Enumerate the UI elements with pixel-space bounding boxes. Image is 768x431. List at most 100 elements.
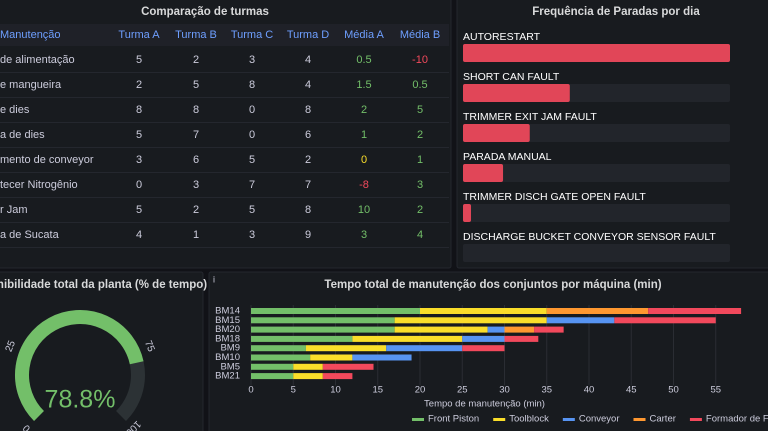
x-tick-label: 35 <box>541 385 552 396</box>
x-tick-label: 15 <box>372 385 383 396</box>
panel-title: Frequência de Paradas por dia <box>532 6 700 18</box>
table-header <box>0 24 449 46</box>
bar-segment <box>462 345 505 352</box>
legend-swatch <box>633 418 646 421</box>
table-cell: 2 <box>417 204 423 216</box>
bar-segment <box>352 335 463 342</box>
table-cell: 1 <box>193 229 199 241</box>
bar-segment <box>420 308 547 314</box>
gauge-tick-label: 75 <box>142 339 157 354</box>
x-tick-label: 10 <box>330 385 341 396</box>
table-cell: 7 <box>305 179 311 191</box>
bar-segment <box>251 308 420 314</box>
table-cell: 3 <box>193 179 199 191</box>
table-cell: 8 <box>305 104 311 116</box>
x-tick-label: 55 <box>710 385 721 396</box>
x-tick-label: 20 <box>415 385 426 396</box>
x-axis-label: Tempo de manutenção (min) <box>424 399 545 410</box>
table-cell: e dies <box>0 104 30 116</box>
table-cell: 4 <box>417 229 423 241</box>
bar-segment <box>352 354 412 361</box>
bar-track <box>463 204 730 222</box>
gauge-value <box>15 310 144 421</box>
gauge-tick-label: 25 <box>4 339 19 354</box>
bar-segment <box>614 317 716 324</box>
legend-label: Front Piston <box>428 414 479 425</box>
bar-segment <box>546 308 649 314</box>
bar-segment <box>251 326 395 333</box>
x-tick-label: 45 <box>626 385 637 396</box>
table-cell: 5 <box>136 54 142 66</box>
bar-segment <box>546 317 615 324</box>
table-cell: a de Sucata <box>0 229 60 241</box>
table-cell: 5 <box>136 129 142 141</box>
table-cell: 0.5 <box>356 54 371 66</box>
bar <box>463 84 570 102</box>
legend-label: Carter <box>650 414 676 425</box>
y-tick-label: BM5 <box>220 361 240 372</box>
bar-segment <box>293 373 323 380</box>
column-header: Manutenção <box>0 29 61 41</box>
gauge-tick-label: 0 <box>21 422 33 431</box>
table-cell: 0 <box>136 179 142 191</box>
bar-segment <box>534 326 564 333</box>
table-cell: 2 <box>136 79 142 91</box>
bar-segment <box>322 363 374 370</box>
table-cell: 2 <box>193 204 199 216</box>
table-cell: 4 <box>305 54 311 66</box>
x-tick-label: 40 <box>584 385 595 396</box>
legend-swatch <box>562 418 575 421</box>
legend-label: Toolblock <box>509 414 549 425</box>
y-tick-label: BM14 <box>215 306 240 317</box>
table-cell: 8 <box>305 204 311 216</box>
table-cell: 7 <box>249 179 255 191</box>
y-tick-label: BM18 <box>215 333 240 344</box>
table-cell: 10 <box>358 204 370 216</box>
table-cell: 1.5 <box>356 79 371 91</box>
table-cell: -10 <box>412 54 428 66</box>
x-tick-label: 0 <box>248 385 253 396</box>
x-tick-label: 5 <box>291 385 296 396</box>
table-cell: mento de conveyor <box>0 154 94 166</box>
table-cell: -8 <box>359 179 369 191</box>
table-cell: 8 <box>249 79 255 91</box>
bar-segment <box>251 345 306 352</box>
table-cell: 3 <box>361 229 367 241</box>
bar-segment <box>251 373 294 380</box>
gauge-value-label: 78.8% <box>45 386 116 414</box>
table-cell: 5 <box>417 104 423 116</box>
y-tick-label: BM20 <box>215 324 240 335</box>
table-cell: tecer Nitrogênio <box>0 179 78 191</box>
info-icon[interactable]: i <box>213 274 215 284</box>
table-cell: 2 <box>361 104 367 116</box>
table-cell: 4 <box>305 79 311 91</box>
table-cell: e mangueira <box>0 79 62 91</box>
panel-title: Tempo total de manutenção dos conjuntos … <box>324 279 661 291</box>
bar <box>463 164 504 182</box>
bar-segment <box>251 317 395 324</box>
panel-title: ponibilidade total da planta (% de tempo… <box>0 279 207 291</box>
panel-title: Comparação de turmas <box>141 6 269 18</box>
bar-segment <box>251 335 353 342</box>
bar-segment <box>394 326 488 333</box>
bar-label: AUTORESTART <box>463 31 541 43</box>
table-cell: 1 <box>361 129 367 141</box>
table-cell: 5 <box>249 154 255 166</box>
bar-segment <box>394 317 547 324</box>
bar-label: SHORT CAN FAULT <box>463 71 560 83</box>
bar-segment <box>504 326 535 333</box>
bar-label: TRIMMER DISCH GATE OPEN FAULT <box>463 191 646 203</box>
bar-segment <box>310 354 353 361</box>
bar-segment <box>293 363 323 370</box>
bar-segment <box>487 326 505 333</box>
bar-track <box>463 164 730 182</box>
y-tick-label: BM10 <box>215 352 240 363</box>
table-panel <box>0 0 452 269</box>
bar-segment <box>386 345 463 352</box>
bar-segment <box>462 335 505 342</box>
table-cell: a de dies <box>0 129 45 141</box>
table-cell: 3 <box>136 154 142 166</box>
table-cell: 2 <box>417 129 423 141</box>
column-header: Turma A <box>118 29 160 41</box>
x-tick-label: 25 <box>457 385 468 396</box>
